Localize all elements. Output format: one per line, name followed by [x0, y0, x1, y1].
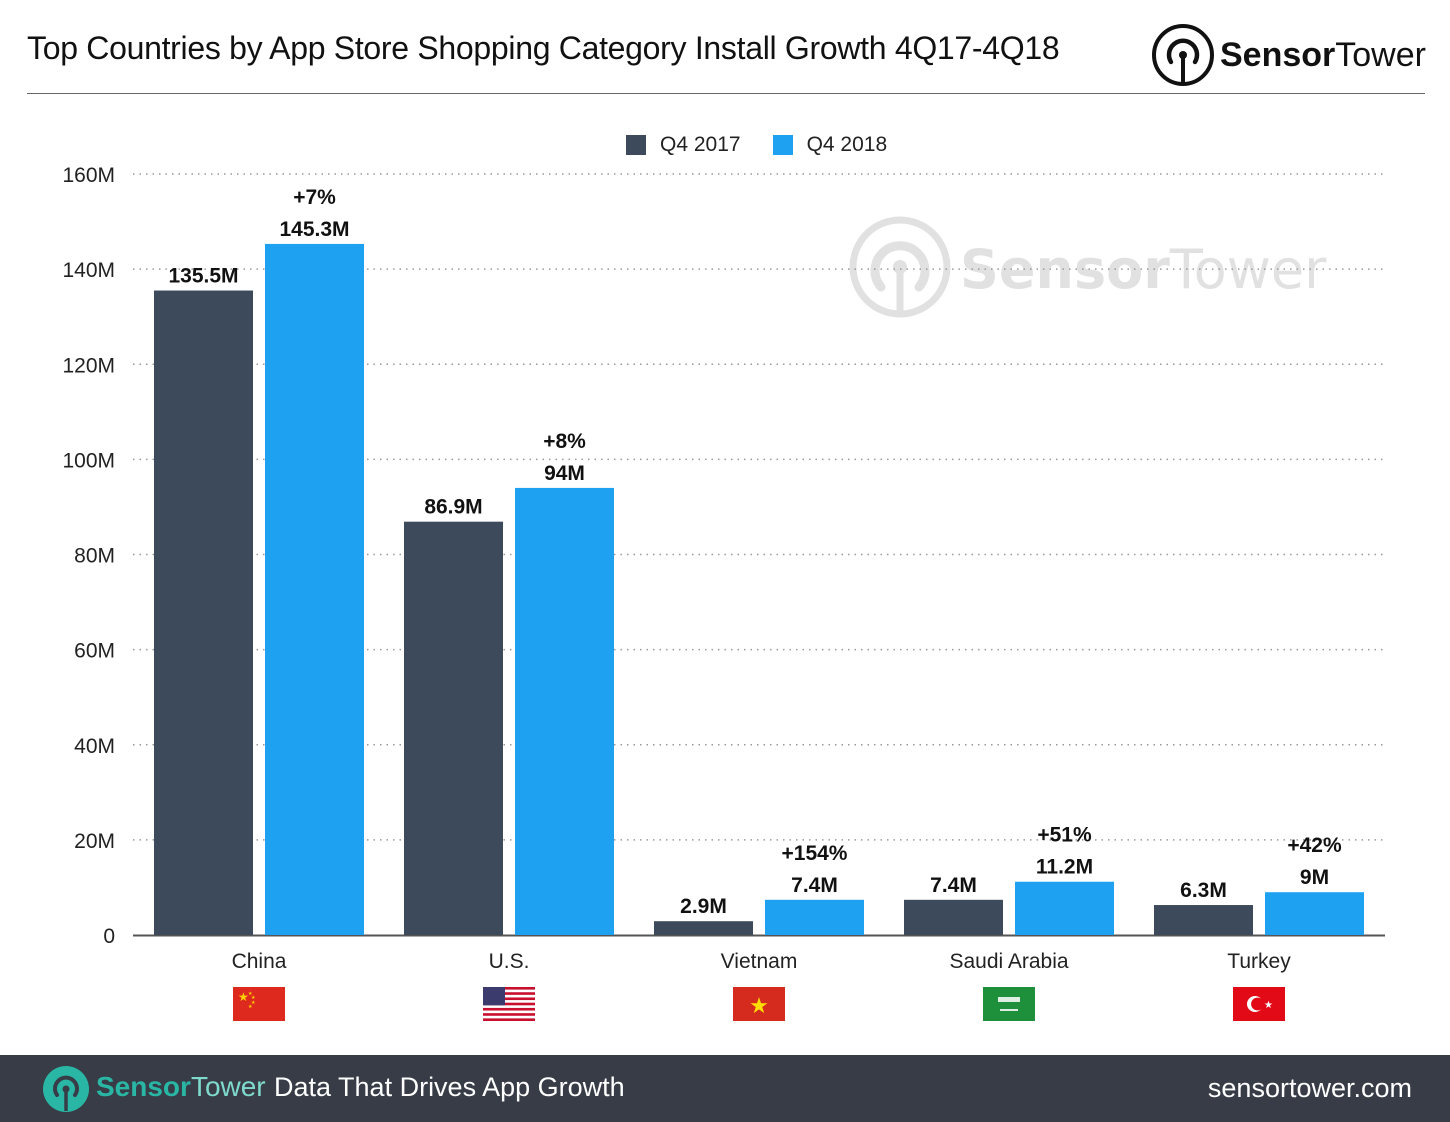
us-flag-icon — [483, 987, 535, 1021]
legend-label-q4-2018: Q4 2018 — [806, 133, 888, 156]
svg-text:★: ★ — [251, 995, 256, 1001]
footer-tagline: Data That Drives App Growth — [274, 1072, 625, 1102]
data-label: 7.4M — [930, 874, 977, 897]
y-tick-label: 80M — [74, 545, 115, 568]
data-label: 6.3M — [1180, 879, 1227, 902]
y-tick-label: 0 — [103, 925, 115, 948]
legend: Q4 2017 Q4 2018 — [626, 133, 919, 157]
data-label: 86.9M — [424, 496, 482, 519]
sensortower-logo: SensorTower — [1150, 22, 1426, 88]
footer-logo-icon — [43, 1066, 89, 1112]
bar-q4-2018 — [1015, 881, 1114, 935]
legend-swatch-q4-2018 — [772, 135, 793, 155]
svg-text:★: ★ — [238, 990, 249, 1004]
legend-label-q4-2017: Q4 2017 — [660, 133, 741, 156]
legend-swatch-q4-2017 — [626, 135, 646, 155]
svg-text:★: ★ — [248, 1004, 253, 1010]
x-tick-label: China — [232, 950, 287, 973]
china-flag-icon: ★ ★ ★ ★ ★ — [233, 987, 285, 1021]
x-tick-label: Turkey — [1227, 950, 1291, 973]
data-label: 11.2M — [1036, 856, 1093, 879]
growth-label: +154% — [782, 842, 848, 865]
growth-label: +7% — [293, 186, 336, 209]
bar-q4-2017 — [904, 899, 1003, 935]
y-tick-label: 20M — [74, 830, 115, 853]
y-tick-label: 60M — [74, 640, 115, 663]
turkey-flag-icon: ★ — [1233, 987, 1285, 1021]
svg-text:★: ★ — [248, 991, 253, 997]
x-tick-label: Saudi Arabia — [949, 950, 1068, 973]
data-label: 145.3M — [279, 218, 349, 241]
y-tick-label: 40M — [74, 735, 115, 758]
title-divider — [27, 93, 1425, 94]
bar-q4-2018 — [1265, 892, 1364, 935]
bar-q4-2017 — [404, 521, 503, 935]
bar-chart: SensorTower 0 20M 40M 60M 80M 100M 120M 140M 160… — [62, 164, 1385, 973]
data-label: 135.5M — [168, 265, 238, 288]
bar-q4-2018 — [515, 487, 614, 935]
growth-label: +51% — [1037, 824, 1092, 847]
footer: SensorTower Data That Drives App Growth … — [0, 1055, 1450, 1122]
data-label: 2.9M — [680, 895, 727, 918]
footer-brand: SensorTower — [96, 1071, 266, 1102]
data-label: 94M — [544, 462, 585, 485]
y-tick-label: 140M — [62, 259, 115, 282]
watermark-text: SensorTower — [960, 238, 1327, 301]
y-tick-label: 120M — [62, 354, 115, 377]
svg-text:★: ★ — [251, 1000, 256, 1006]
data-label: 7.4M — [791, 874, 838, 897]
chart-title: Top Countries by App Store Shopping Cate… — [27, 30, 1060, 66]
legend-item-q4-2017: Q4 2017 — [626, 133, 741, 157]
data-label: 9M — [1300, 866, 1329, 889]
footer-website-link[interactable]: sensortower.com — [1207, 1073, 1412, 1103]
svg-text:★: ★ — [749, 993, 769, 1018]
bar-q4-2017 — [1154, 905, 1253, 935]
sensortower-logo-icon — [1152, 24, 1214, 86]
bar-q4-2018 — [765, 899, 864, 935]
bar-q4-2018 — [265, 243, 364, 935]
y-tick-label: 160M — [62, 164, 115, 187]
y-tick-label: 100M — [62, 449, 115, 472]
vietnam-flag-icon: ★ — [733, 987, 785, 1021]
growth-label: +8% — [543, 430, 586, 453]
sensortower-watermark: SensorTower — [849, 216, 1327, 318]
saudi-arabia-flag-icon — [983, 987, 1035, 1021]
bar-q4-2017 — [154, 290, 253, 935]
x-tick-label: Vietnam — [721, 950, 798, 973]
x-tick-label: U.S. — [489, 950, 530, 973]
svg-text:★: ★ — [1264, 1000, 1273, 1011]
sensortower-logo-text: SensorTower — [1220, 36, 1426, 74]
bar-q4-2017 — [654, 921, 753, 935]
legend-item-q4-2018: Q4 2018 — [772, 133, 888, 157]
growth-label: +42% — [1287, 834, 1342, 857]
